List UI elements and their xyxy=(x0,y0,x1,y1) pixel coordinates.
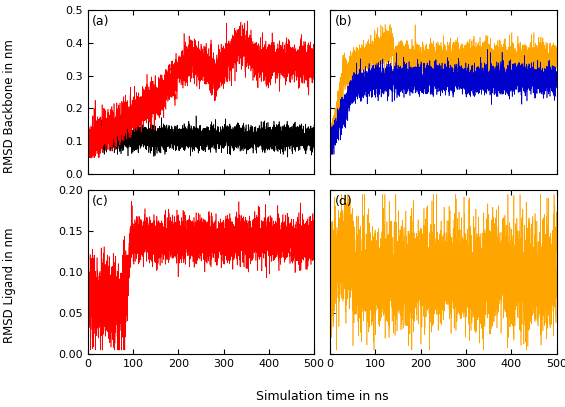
Text: RMSD Ligand in nm: RMSD Ligand in nm xyxy=(3,227,16,343)
Text: (a): (a) xyxy=(92,15,110,28)
Text: Simulation time in ns: Simulation time in ns xyxy=(256,390,388,403)
Text: (b): (b) xyxy=(334,15,352,28)
Text: (d): (d) xyxy=(334,195,352,208)
Text: (c): (c) xyxy=(92,195,109,208)
Text: RMSD Backbone in nm: RMSD Backbone in nm xyxy=(3,39,16,173)
